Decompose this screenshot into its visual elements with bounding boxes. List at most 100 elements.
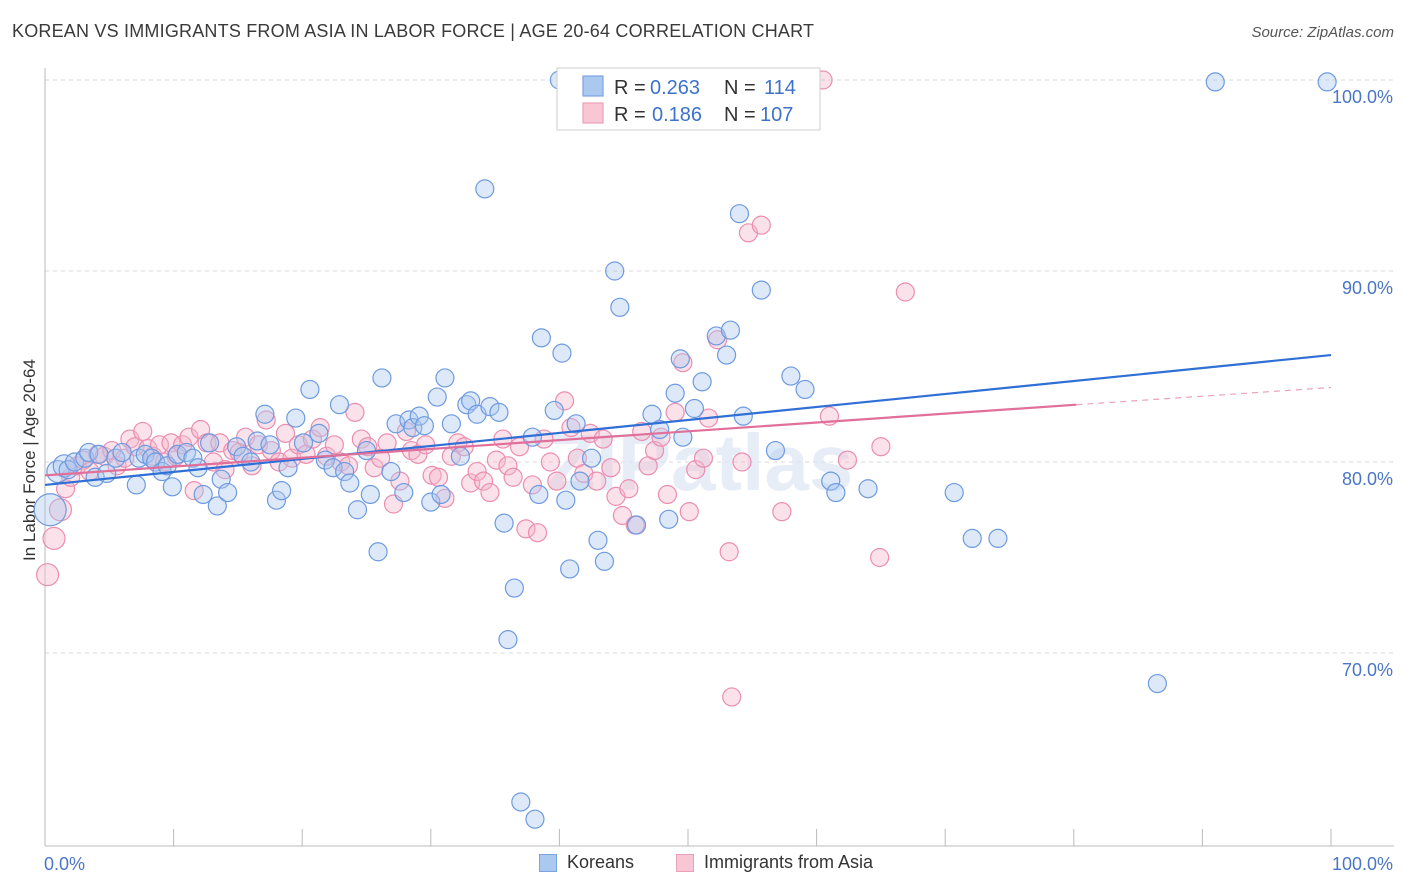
- point-koreans: [162, 477, 182, 497]
- x-tick-label: 100.0%: [1332, 854, 1393, 874]
- point-koreans: [1317, 72, 1337, 92]
- point-koreans: [335, 461, 355, 482]
- point-immigrants: [256, 410, 276, 430]
- point-koreans: [659, 509, 679, 529]
- point-koreans: [193, 484, 213, 505]
- legend-n-value-1: 114: [764, 77, 796, 99]
- point-koreans: [255, 404, 275, 424]
- source-label: Source: ZipAtlas.com: [1251, 24, 1394, 41]
- point-immigrants: [516, 519, 536, 539]
- point-koreans: [421, 492, 441, 512]
- point-immigrants: [35, 563, 60, 587]
- point-koreans: [450, 446, 470, 466]
- point-koreans: [706, 326, 726, 346]
- point-koreans: [581, 448, 602, 468]
- point-koreans: [381, 461, 401, 482]
- point-immigrants: [772, 502, 792, 522]
- point-koreans: [588, 530, 608, 550]
- point-koreans: [207, 496, 227, 516]
- series-koreans-points: [33, 70, 1337, 829]
- point-koreans: [858, 479, 878, 499]
- point-koreans: [962, 528, 982, 549]
- point-immigrants: [593, 429, 613, 449]
- point-immigrants: [540, 452, 560, 472]
- point-koreans: [605, 261, 625, 281]
- x-tick-label: 0.0%: [44, 854, 85, 874]
- point-immigrants: [428, 467, 449, 487]
- point-koreans: [494, 513, 514, 533]
- point-koreans: [531, 328, 551, 348]
- point-koreans: [498, 630, 518, 650]
- point-immigrants: [554, 391, 575, 411]
- point-koreans: [944, 482, 964, 503]
- point-koreans: [716, 345, 737, 365]
- point-immigrants: [467, 461, 487, 482]
- point-koreans: [293, 433, 314, 453]
- point-koreans: [300, 379, 320, 400]
- point-koreans: [441, 414, 461, 434]
- chart-title: KOREAN VS IMMIGRANTS FROM ASIA IN LABOR …: [12, 21, 815, 41]
- bottom-legend-koreans: Koreans: [539, 852, 634, 873]
- point-koreans: [368, 542, 388, 562]
- point-immigrants: [133, 421, 153, 442]
- point-koreans: [431, 484, 451, 505]
- point-koreans: [594, 551, 615, 571]
- y-tick-label: 70.0%: [1342, 660, 1393, 680]
- point-koreans: [64, 452, 85, 472]
- point-koreans: [556, 490, 576, 510]
- point-immigrants: [870, 547, 890, 568]
- point-immigrants: [679, 502, 699, 522]
- point-koreans: [988, 528, 1008, 549]
- bottom-legend-immigrants-label: Immigrants from Asia: [704, 852, 874, 872]
- trend-lines: [44, 353, 1332, 487]
- point-immigrants: [693, 448, 714, 468]
- point-koreans: [544, 400, 564, 421]
- legend-r-label-1: R =: [614, 77, 646, 99]
- bottom-legend-koreans-label: Koreans: [567, 852, 635, 872]
- point-koreans: [435, 368, 455, 388]
- point-immigrants: [722, 687, 742, 707]
- point-koreans: [795, 379, 815, 400]
- point-immigrants: [522, 475, 542, 495]
- point-immigrants: [310, 418, 330, 438]
- point-immigrants: [619, 479, 639, 499]
- point-immigrants: [275, 423, 296, 443]
- legend-n-label-1: N =: [724, 77, 756, 99]
- point-immigrants: [751, 215, 771, 235]
- point-immigrants: [612, 505, 633, 526]
- point-koreans: [33, 493, 67, 527]
- point-koreans: [372, 368, 392, 388]
- point-immigrants: [601, 458, 621, 478]
- point-koreans: [610, 297, 630, 317]
- point-koreans: [670, 349, 690, 369]
- point-immigrants: [895, 282, 915, 302]
- legend-swatch-immigrants: [582, 102, 604, 124]
- point-koreans: [356, 440, 377, 461]
- point-immigrants: [435, 488, 455, 508]
- point-immigrants: [215, 460, 235, 480]
- y-tick-label: 100.0%: [1332, 87, 1393, 107]
- point-immigrants: [351, 429, 371, 449]
- point-immigrants: [48, 498, 73, 522]
- point-koreans: [729, 204, 750, 224]
- point-immigrants: [657, 484, 678, 505]
- point-koreans: [504, 578, 524, 598]
- bottom-legend-immigrants: Immigrants from Asia: [676, 852, 873, 873]
- point-immigrants: [480, 482, 500, 503]
- point-koreans: [665, 383, 685, 403]
- point-koreans: [394, 482, 414, 503]
- series-immigrants-points: [35, 70, 915, 707]
- point-koreans: [781, 366, 801, 386]
- point-koreans: [692, 372, 712, 392]
- point-immigrants: [503, 467, 523, 487]
- point-koreans: [260, 435, 280, 455]
- point-koreans: [89, 444, 109, 464]
- point-immigrants: [486, 450, 506, 470]
- point-immigrants: [473, 471, 494, 491]
- legend-n-label-2: N =: [724, 104, 756, 126]
- grid-lines: [45, 79, 1394, 654]
- point-koreans: [414, 416, 434, 436]
- point-koreans: [570, 471, 590, 491]
- point-koreans: [340, 473, 360, 493]
